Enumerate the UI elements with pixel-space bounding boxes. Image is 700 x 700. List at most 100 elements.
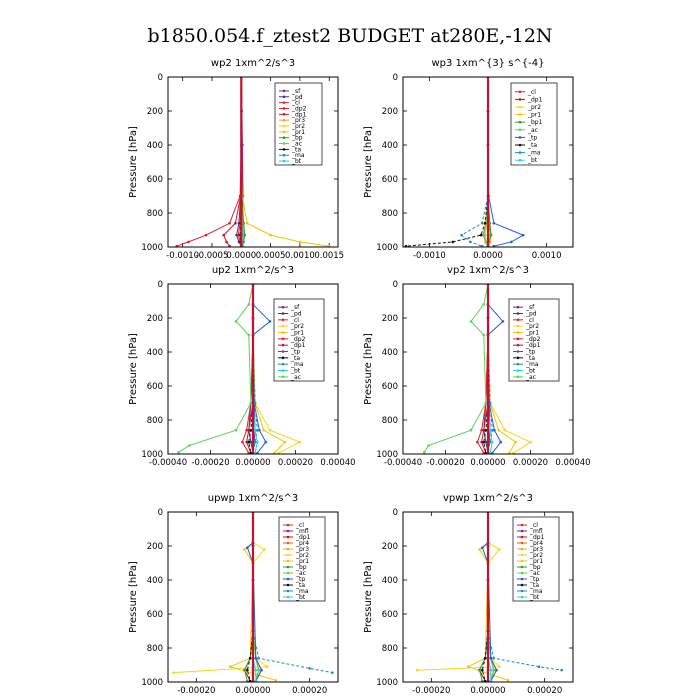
series-point_bt xyxy=(490,440,494,444)
y-tick-label: 600 xyxy=(147,175,163,185)
series-point_tp xyxy=(492,244,496,247)
series-point_ac xyxy=(469,428,473,432)
legend-label_pr1: _pr1 xyxy=(529,558,543,565)
series-point_pr2 xyxy=(415,668,419,672)
plot-frame xyxy=(167,76,339,248)
legend-marker_bp xyxy=(286,565,290,569)
series-point_dp1 xyxy=(482,428,486,432)
chart-panel-1: wp2 1xm^2/s^3 Pressure [hPa] 0 200 400 600 800… xyxy=(128,58,344,261)
legend-label_bt: _bt xyxy=(527,157,538,164)
x-tick-label: -0.0005 xyxy=(196,251,229,261)
series-point_bp xyxy=(243,233,247,237)
x-tick-label: 0.00040 xyxy=(555,458,590,468)
series-point_ac xyxy=(482,333,486,337)
y-tick-label: 400 xyxy=(147,141,163,151)
series-point_bt xyxy=(489,679,493,682)
legend-marker_pr4 xyxy=(520,541,524,545)
series-point_pr2 xyxy=(498,548,501,551)
series-group xyxy=(175,77,331,247)
series-point_bt xyxy=(254,679,258,682)
legend-label_tp: _tp xyxy=(295,576,305,583)
chart-panel-6: vpwp 1xm^2/s^3 Pressure [hPa] 0 200 400 600 80… xyxy=(363,493,574,696)
chart-panel-2: wp3 1xm^{3} s^{-4} Pressure [hPa] 0 200 400 6… xyxy=(363,58,574,261)
series-group xyxy=(422,284,532,454)
panel-title: up2 1xm^2/s^3 xyxy=(212,265,294,276)
legend-label_cl: _cl xyxy=(525,317,534,324)
series-line_tp xyxy=(481,512,498,682)
legend-label_pr1: _pr1 xyxy=(525,330,539,337)
legend-label_bp: _bp xyxy=(291,135,303,142)
series-group xyxy=(404,77,525,247)
x-tick-label: 0.0015 xyxy=(314,251,344,261)
series-point_tp xyxy=(510,240,513,244)
y-tick-label: 800 xyxy=(147,416,163,426)
legend-marker_pr1 xyxy=(520,559,524,563)
legend-marker_pr3 xyxy=(520,547,524,551)
series-point_ta xyxy=(482,440,486,444)
legend-label_ma: _ma xyxy=(295,588,309,595)
legend-marker_ta xyxy=(520,583,524,587)
series-point_bt xyxy=(488,451,492,454)
series-point_ta xyxy=(248,656,252,660)
series-point_pr1 xyxy=(497,428,500,432)
x-tick-label: 0.00020 xyxy=(292,686,327,696)
legend-marker_dp1 xyxy=(281,343,285,347)
legend-marker_bt xyxy=(520,595,524,599)
x-tick-label: 0.00020 xyxy=(513,458,548,468)
y-tick-label: 800 xyxy=(382,209,398,219)
legend-label_sf: _sf xyxy=(290,304,300,311)
series-point_tp xyxy=(521,233,525,237)
y-tick-label: 1000 xyxy=(141,243,163,253)
y-tick-label: 800 xyxy=(147,644,163,654)
series-point_pr1 xyxy=(298,240,302,244)
panel-title: vp2 1xm^2/s^3 xyxy=(447,265,529,276)
series-point_ac xyxy=(247,333,251,337)
legend: _cl_mfl_dp1_pr4_pr3_pr2_pr1_bp_ac_tp_ta_… xyxy=(512,516,560,602)
y-tick-label: 1000 xyxy=(376,243,398,253)
series-group xyxy=(415,512,563,682)
series-point_dp1 xyxy=(225,240,228,244)
y-tick-label: 0 xyxy=(158,73,163,83)
legend-box xyxy=(512,516,560,602)
legend-marker_dp1 xyxy=(520,535,524,539)
legend-marker_ta xyxy=(281,356,285,360)
x-tick-label: -0.00020 xyxy=(426,458,464,468)
legend-label_cl: _cl xyxy=(527,89,536,96)
legend-label_pr4: _pr4 xyxy=(295,540,309,547)
series-point_pr2 xyxy=(263,548,266,551)
legend-label_pr2: _pr2 xyxy=(291,123,305,130)
series-point_pr1 xyxy=(262,428,265,432)
series-point_ta xyxy=(484,451,488,454)
y-tick-label: 400 xyxy=(382,141,398,151)
x-tick-label: 0.00000 xyxy=(470,686,505,696)
y-tick-label: 1000 xyxy=(376,450,398,460)
x-tick-label: 0.0005 xyxy=(256,251,286,261)
x-tick-label: 0.00020 xyxy=(278,458,313,468)
series-point_pr2 xyxy=(298,440,302,444)
series-point_ma xyxy=(460,233,463,237)
x-tick-label: 0.00000 xyxy=(235,458,270,468)
series-point_tp xyxy=(246,546,249,549)
legend-marker_pr3 xyxy=(282,118,286,122)
series-line_ma xyxy=(460,77,489,247)
series-point_bt xyxy=(488,428,492,432)
series-point_pr1 xyxy=(327,244,331,247)
y-tick-label: 200 xyxy=(382,107,398,117)
y-tick-label: 400 xyxy=(382,576,398,586)
x-tick-label: 0.0010 xyxy=(285,251,315,261)
legend-label_pr2: _pr2 xyxy=(295,552,309,559)
x-tick-label: -0.00020 xyxy=(412,686,450,696)
series-point_ac xyxy=(257,668,260,672)
legend-marker_dp2 xyxy=(281,337,285,341)
legend-label_ac: _ac xyxy=(525,374,536,381)
series-point_ta xyxy=(484,428,488,432)
legend-marker_ma xyxy=(518,151,522,154)
legend-label_ta: _ta xyxy=(527,142,537,149)
legend-marker_bt xyxy=(516,369,520,372)
x-tick-label: -0.00020 xyxy=(191,458,229,468)
legend-marker_bp xyxy=(520,565,524,569)
legend-label_dp1: _dp1 xyxy=(295,534,311,541)
series-point_pr1 xyxy=(245,221,249,225)
x-tick-label: 0.0010 xyxy=(532,251,562,261)
series-point_ma xyxy=(253,440,257,444)
